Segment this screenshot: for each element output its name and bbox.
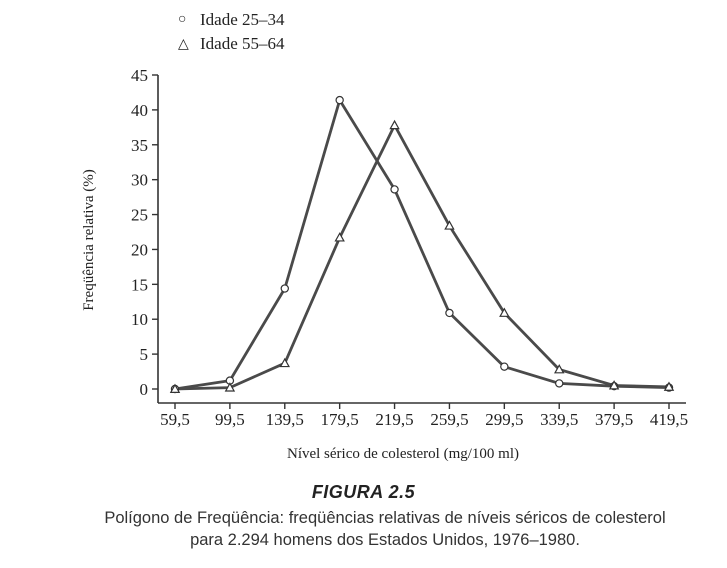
x-tick-label: 339,5 (540, 410, 578, 429)
y-tick-label: 15 (131, 275, 148, 294)
x-tick-label: 139,5 (266, 410, 304, 429)
caption-line-1: Polígono de Freqüência: freqüências rela… (104, 509, 666, 527)
axes: 0 5 10 15 20 25 30 35 40 45 59,5 99,5 139,5 179,5 219,… (81, 66, 688, 462)
data-point-series-2 (224, 382, 236, 392)
x-tick-label: 59,5 (160, 410, 190, 429)
y-tick-label: 25 (131, 206, 148, 225)
frequency-polygon-chart: 0 5 10 15 20 25 30 35 40 45 59,5 99,5 139,5 179,5 219,… (81, 66, 688, 462)
data-point-series-2 (608, 380, 620, 390)
legend-item-series-1: ○ Idade 25–34 (178, 8, 285, 32)
circle-marker-icon: ○ (178, 12, 187, 27)
x-tick-label: 259,5 (430, 410, 468, 429)
x-tick-label: 419,5 (650, 410, 688, 429)
data-point-series-1 (555, 379, 564, 388)
series-layer (169, 95, 675, 394)
x-tick-label: 99,5 (215, 410, 245, 429)
y-tick-label: 30 (131, 171, 148, 190)
data-point-series-1 (280, 284, 289, 293)
data-point-series-2 (444, 220, 455, 230)
data-point-series-2 (499, 307, 510, 317)
figure-label: FIGURA 2.5 (311, 482, 416, 502)
caption-line-2: para 2.294 homens dos Estados Unidos, 19… (190, 531, 580, 549)
data-point-series-2 (334, 232, 345, 242)
data-point-series-1 (335, 95, 344, 105)
legend-label-series-2: Idade 55–64 (200, 34, 285, 53)
y-tick-label: 5 (140, 345, 149, 364)
legend-label-series-1: Idade 25–34 (200, 10, 285, 29)
x-axis-label: Nível sérico de colesterol (mg/100 ml) (287, 446, 519, 462)
data-point-series-1 (445, 308, 454, 318)
legend-item-series-2: △ Idade 55–64 (178, 32, 285, 56)
y-tick-label: 20 (131, 240, 148, 259)
y-tick-label: 35 (131, 136, 148, 155)
x-tick-label: 179,5 (321, 410, 359, 429)
x-tick-label: 379,5 (595, 410, 633, 429)
series-line-1 (174, 98, 670, 391)
legend: ○ Idade 25–34 △ Idade 55–64 (178, 8, 285, 56)
y-tick-label: 45 (131, 66, 148, 85)
figure-caption: Polígono de Freqüência: freqüências rela… (40, 507, 727, 551)
data-point-series-2 (554, 364, 565, 374)
y-tick-label: 40 (131, 101, 148, 120)
y-tick-label: 10 (131, 310, 148, 329)
x-tick-label: 299,5 (485, 410, 523, 429)
y-axis-label: Freqüência relativa (%) (81, 169, 97, 311)
y-tick-label: 0 (140, 380, 149, 399)
series-line-2 (174, 123, 670, 391)
data-point-series-2 (279, 357, 290, 368)
data-point-series-1 (500, 362, 509, 371)
triangle-marker-icon: △ (178, 36, 189, 52)
data-point-series-1 (390, 185, 399, 194)
data-point-series-2 (389, 119, 400, 130)
data-point-series-2 (169, 383, 181, 393)
x-tick-label: 219,5 (375, 410, 413, 429)
data-point-series-2 (663, 381, 675, 391)
